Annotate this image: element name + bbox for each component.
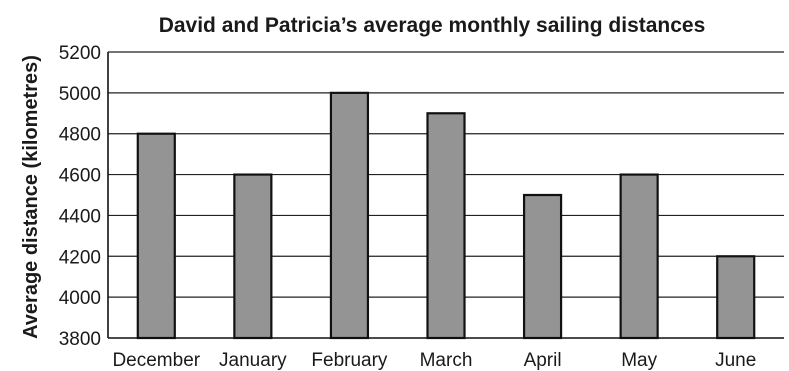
y-tick-label: 4600 [59, 166, 101, 187]
x-tick-label: December [112, 350, 200, 371]
bar-june [716, 255, 756, 340]
bars [136, 91, 756, 340]
bar-december [136, 132, 176, 340]
y-tick-label: 4200 [59, 247, 101, 268]
y-tick-label: 5200 [59, 43, 101, 64]
bar-february [329, 91, 370, 340]
x-tick-label: May [621, 350, 657, 371]
y-tick-label: 4400 [59, 206, 101, 227]
y-tick-labels: 3800 4000 4200 4400 4600 4800 5000 5200 [59, 43, 101, 350]
y-tick-label: 4800 [59, 125, 101, 146]
y-tick-label: 5000 [59, 84, 101, 105]
chart-title: David and Patricia’s average monthly sai… [159, 14, 706, 37]
bar-january [233, 173, 273, 340]
bar-april [522, 193, 563, 340]
x-tick-label: January [219, 350, 287, 371]
y-tick-label: 4000 [59, 288, 101, 309]
x-tick-labels: December January February March April May June [112, 350, 756, 371]
bar-may [619, 173, 659, 340]
x-tick-label: April [524, 350, 562, 371]
x-tick-label: March [420, 350, 473, 371]
x-tick-label: June [715, 350, 756, 371]
x-tick-label: February [311, 350, 388, 371]
y-tick-label: 3800 [59, 329, 101, 350]
bar-march [426, 112, 466, 340]
y-axis-label: Average distance (kilometres) [20, 55, 42, 339]
axes [107, 52, 784, 339]
